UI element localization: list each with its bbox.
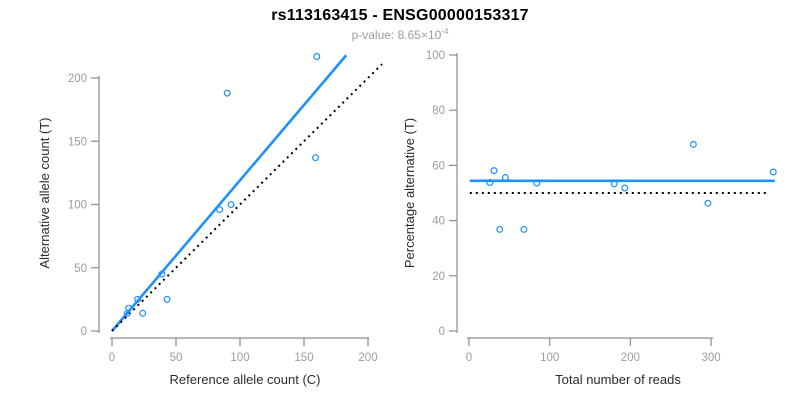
y-tick-label: 100 bbox=[68, 200, 87, 212]
y-tick-label: 60 bbox=[432, 160, 445, 172]
y-tick-label: 80 bbox=[432, 105, 445, 117]
plot-subtitle: p-value: 8.65×10-4 bbox=[0, 27, 800, 42]
y-tick-label: 40 bbox=[432, 216, 445, 228]
x-axis-title: Reference allele count (C) bbox=[169, 372, 320, 387]
y-axis-title: Alternative allele count (T) bbox=[37, 117, 52, 268]
subtitle-pvalue-exponent: -4 bbox=[441, 27, 449, 36]
x-tick-label: 100 bbox=[230, 352, 249, 364]
x-tick-label: 200 bbox=[621, 352, 640, 364]
data-point bbox=[520, 225, 528, 233]
plot-title: rs113163415 - ENSG00000153317 bbox=[271, 7, 529, 24]
data-point bbox=[486, 179, 494, 187]
data-point bbox=[139, 309, 147, 317]
data-point bbox=[227, 201, 235, 209]
x-tick-label: 200 bbox=[358, 352, 377, 364]
y-tick-label: 100 bbox=[426, 50, 445, 62]
y-tick-label: 200 bbox=[68, 73, 87, 85]
data-point bbox=[704, 199, 712, 207]
data-point bbox=[125, 304, 133, 312]
x-axis-title: Total number of reads bbox=[555, 372, 681, 387]
x-tick-label: 0 bbox=[109, 352, 115, 364]
y-tick-label: 50 bbox=[74, 263, 87, 275]
data-point bbox=[223, 89, 231, 97]
data-point bbox=[621, 184, 629, 192]
y-tick-label: 150 bbox=[68, 136, 87, 148]
identity-line bbox=[111, 63, 383, 332]
data-point bbox=[312, 154, 320, 162]
y-tick-label: 0 bbox=[439, 326, 445, 338]
x-tick-label: 300 bbox=[702, 352, 721, 364]
y-tick-label: 20 bbox=[432, 271, 445, 283]
data-point bbox=[490, 167, 498, 175]
data-point bbox=[610, 180, 618, 188]
y-tick-label: 0 bbox=[81, 326, 87, 338]
data-point bbox=[501, 174, 509, 182]
data-point bbox=[163, 295, 171, 303]
x-tick-label: 100 bbox=[540, 352, 559, 364]
data-point bbox=[769, 168, 777, 176]
x-tick-label: 150 bbox=[294, 352, 313, 364]
y-axis-title: Percentage alternative (T) bbox=[402, 118, 417, 268]
subtitle-pvalue-text: p-value: 8.65×10 bbox=[351, 28, 442, 42]
regression-line bbox=[111, 54, 348, 332]
data-point bbox=[134, 295, 142, 303]
data-point bbox=[496, 225, 504, 233]
data-point bbox=[158, 270, 166, 278]
data-point bbox=[216, 206, 224, 214]
data-point bbox=[689, 140, 697, 148]
data-point bbox=[533, 179, 541, 187]
x-tick-label: 0 bbox=[466, 352, 472, 364]
x-tick-label: 50 bbox=[170, 352, 183, 364]
data-point bbox=[313, 52, 321, 60]
